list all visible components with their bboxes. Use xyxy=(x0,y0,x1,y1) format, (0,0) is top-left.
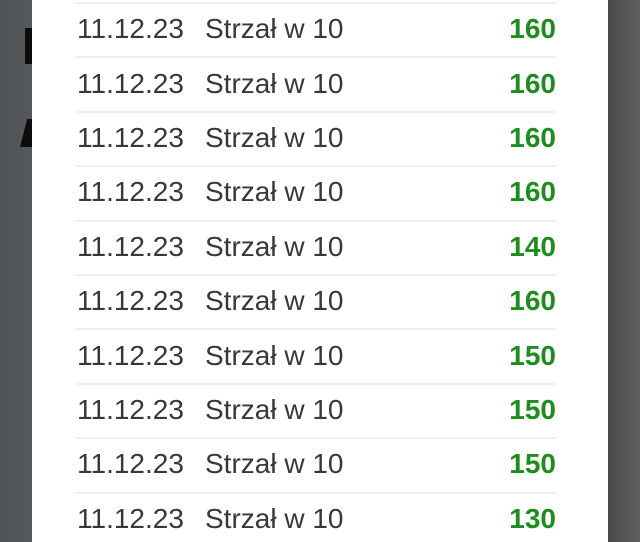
row-date: 11.12.23 xyxy=(77,13,184,45)
row-divider xyxy=(75,382,556,385)
row-value: 160 xyxy=(509,285,556,317)
row-label: Strzał w 10 xyxy=(205,176,344,208)
row-label: Strzał w 10 xyxy=(205,13,344,45)
row-divider xyxy=(75,273,556,276)
row-label: Strzał w 10 xyxy=(205,285,344,317)
row-label: Strzał w 10 xyxy=(205,121,344,153)
row-date: 11.12.23 xyxy=(77,67,184,99)
table-row[interactable]: 11.12.23 Strzał w 10 160 xyxy=(32,2,608,57)
results-list: 11.12.23 Strzał w 10 160 11.12.23 Strzał… xyxy=(32,2,608,542)
row-label: Strzał w 10 xyxy=(205,230,344,262)
row-value: 140 xyxy=(509,230,556,262)
row-divider xyxy=(75,56,556,59)
row-date: 11.12.23 xyxy=(77,393,184,425)
row-divider xyxy=(75,165,556,168)
row-value: 160 xyxy=(509,121,556,153)
results-list-panel: 11.12.23 Strzał w 10 160 11.12.23 Strzał… xyxy=(32,0,608,542)
row-value: 150 xyxy=(509,448,556,480)
table-row[interactable]: 11.12.23 Strzał w 10 150 xyxy=(32,328,608,383)
row-divider xyxy=(75,437,556,440)
row-value: 150 xyxy=(509,339,556,371)
row-date: 11.12.23 xyxy=(77,230,184,262)
row-date: 11.12.23 xyxy=(77,121,184,153)
table-row[interactable]: 11.12.23 Strzał w 10 160 xyxy=(32,110,608,166)
row-date: 11.12.23 xyxy=(77,285,184,317)
row-divider xyxy=(75,110,556,113)
row-divider xyxy=(75,219,556,222)
row-value: 150 xyxy=(509,393,556,425)
row-value: 160 xyxy=(509,67,556,99)
row-label: Strzał w 10 xyxy=(205,448,344,480)
background-letter-fragment-bar xyxy=(25,28,32,64)
row-value: 160 xyxy=(509,176,556,208)
dimmed-background-left xyxy=(0,0,32,542)
row-label: Strzał w 10 xyxy=(205,339,344,371)
row-date: 11.12.23 xyxy=(77,502,184,534)
row-value: 160 xyxy=(509,13,556,45)
row-divider xyxy=(75,491,556,494)
row-label: Strzał w 10 xyxy=(205,67,344,99)
row-divider xyxy=(75,2,556,4)
table-row[interactable]: 11.12.23 Strzał w 10 140 xyxy=(32,219,608,274)
table-row[interactable]: 11.12.23 Strzał w 10 160 xyxy=(32,273,608,329)
row-date: 11.12.23 xyxy=(77,448,184,480)
row-label: Strzał w 10 xyxy=(205,393,344,425)
table-row[interactable]: 11.12.23 Strzał w 10 150 xyxy=(32,437,608,492)
row-date: 11.12.23 xyxy=(77,176,184,208)
row-divider xyxy=(75,328,556,331)
table-row[interactable]: 11.12.23 Strzał w 10 160 xyxy=(32,165,608,220)
table-row[interactable]: 11.12.23 Strzał w 10 160 xyxy=(32,56,608,111)
table-row[interactable]: 11.12.23 Strzał w 10 130 xyxy=(32,491,608,542)
dimmed-background-right xyxy=(608,0,640,542)
row-value: 130 xyxy=(509,502,556,534)
row-date: 11.12.23 xyxy=(77,339,184,371)
row-label: Strzał w 10 xyxy=(205,502,344,534)
background-letter-fragment-diagonal xyxy=(20,119,32,147)
table-row[interactable]: 11.12.23 Strzał w 10 150 xyxy=(32,382,608,438)
